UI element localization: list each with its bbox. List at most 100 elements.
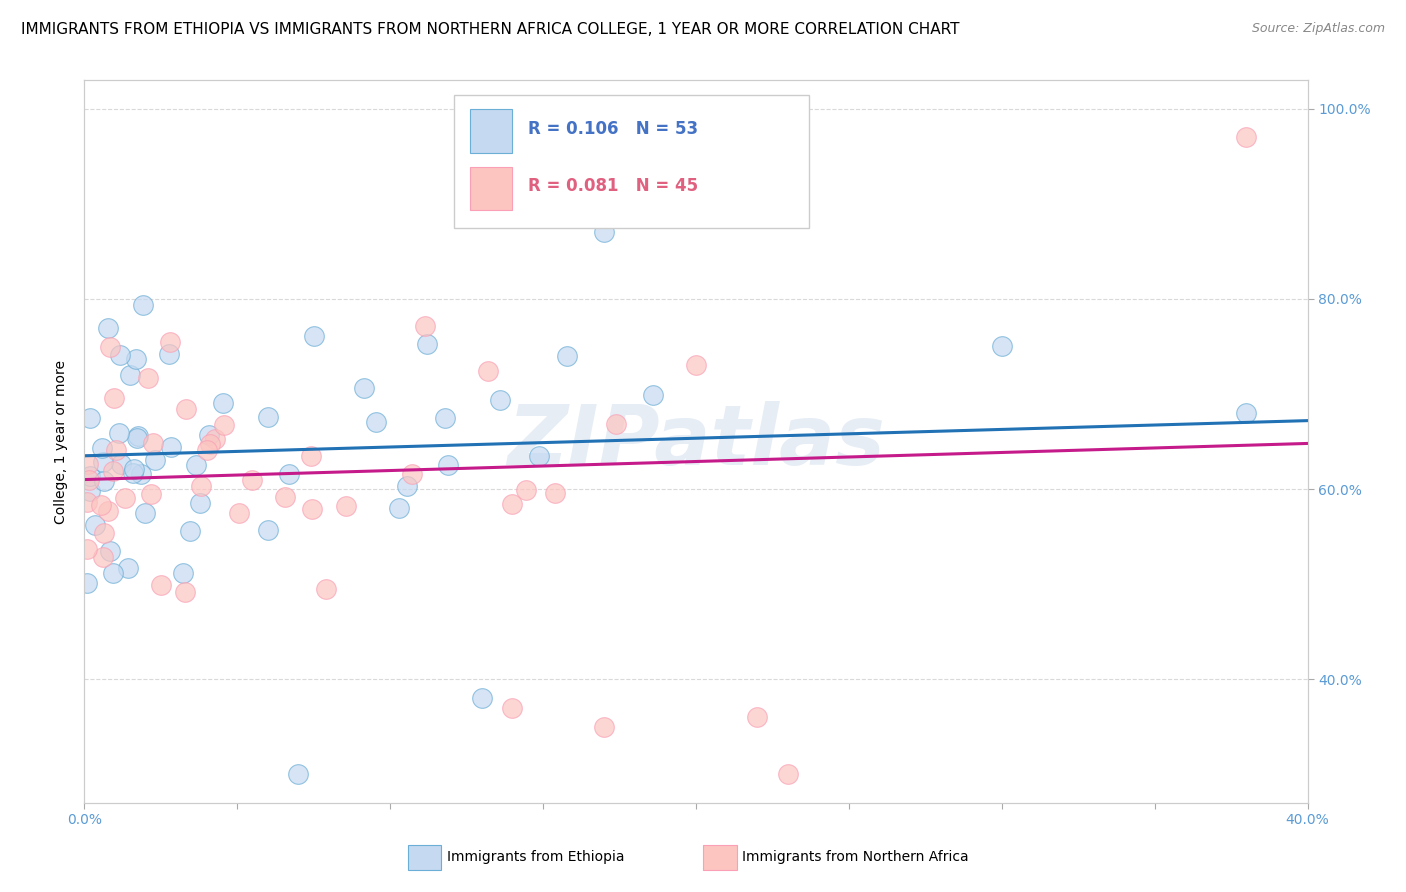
Point xyxy=(198,428,221,442)
Point xyxy=(502,700,524,714)
Point xyxy=(433,410,456,425)
Point xyxy=(593,226,616,240)
Point xyxy=(242,474,264,488)
FancyBboxPatch shape xyxy=(470,167,513,211)
Point xyxy=(747,710,769,724)
Point xyxy=(143,453,166,467)
Point xyxy=(544,486,567,500)
Point xyxy=(186,458,208,473)
Text: R = 0.081   N = 45: R = 0.081 N = 45 xyxy=(529,178,699,195)
Point xyxy=(79,483,101,498)
Point xyxy=(134,506,156,520)
Point xyxy=(157,347,180,361)
Point xyxy=(991,339,1014,353)
Point xyxy=(190,479,212,493)
Point xyxy=(129,467,152,482)
Point xyxy=(114,491,136,506)
Point xyxy=(108,425,131,440)
Point xyxy=(335,499,357,513)
Point xyxy=(366,415,388,429)
Point xyxy=(299,449,322,463)
Text: R = 0.106   N = 53: R = 0.106 N = 53 xyxy=(529,120,699,137)
Point xyxy=(101,566,124,581)
Point xyxy=(141,487,163,501)
Text: Source: ZipAtlas.com: Source: ZipAtlas.com xyxy=(1251,22,1385,36)
Point xyxy=(93,474,115,488)
Point xyxy=(93,526,115,541)
Point xyxy=(1236,130,1258,145)
Point xyxy=(98,543,121,558)
Point xyxy=(555,349,578,363)
Point xyxy=(685,359,707,373)
Point xyxy=(396,479,419,493)
Point xyxy=(91,454,114,468)
Point xyxy=(593,720,616,734)
Point xyxy=(159,334,181,349)
Point xyxy=(142,435,165,450)
Point xyxy=(84,518,107,533)
Point xyxy=(76,495,98,509)
Point xyxy=(108,348,131,362)
Text: IMMIGRANTS FROM ETHIOPIA VS IMMIGRANTS FROM NORTHERN AFRICA COLLEGE, 1 YEAR OR M: IMMIGRANTS FROM ETHIOPIA VS IMMIGRANTS F… xyxy=(21,22,959,37)
Point xyxy=(471,691,494,706)
Point xyxy=(125,351,148,366)
Point xyxy=(195,443,218,458)
Point xyxy=(173,584,195,599)
Point xyxy=(122,461,145,475)
Point xyxy=(110,457,132,471)
Point xyxy=(353,381,375,395)
Point xyxy=(120,368,142,382)
Point xyxy=(127,432,149,446)
Point xyxy=(287,767,309,781)
Text: ZIPatlas: ZIPatlas xyxy=(508,401,884,482)
Point xyxy=(174,401,197,416)
Point xyxy=(160,440,183,454)
Point xyxy=(273,490,295,504)
Point xyxy=(301,502,323,516)
Point xyxy=(388,501,411,516)
Point xyxy=(91,549,114,564)
Point xyxy=(315,582,337,597)
Point xyxy=(97,504,120,518)
Point xyxy=(77,457,100,471)
Point xyxy=(401,467,423,481)
Point xyxy=(104,443,127,458)
Point xyxy=(278,467,301,482)
Point xyxy=(103,391,125,405)
Point xyxy=(121,467,143,481)
Y-axis label: College, 1 year or more: College, 1 year or more xyxy=(55,359,69,524)
Text: Immigrants from Ethiopia: Immigrants from Ethiopia xyxy=(447,850,624,864)
Point xyxy=(515,483,537,498)
Point xyxy=(527,449,550,463)
Point xyxy=(605,417,627,431)
Point xyxy=(776,767,799,781)
Point xyxy=(117,561,139,575)
Point xyxy=(179,524,201,539)
Point xyxy=(97,321,120,335)
Point xyxy=(149,578,172,592)
Point xyxy=(415,337,437,351)
Point xyxy=(200,436,222,450)
Point xyxy=(1236,406,1258,420)
Point xyxy=(501,497,523,511)
Point xyxy=(127,429,149,443)
Point xyxy=(257,410,280,425)
Point xyxy=(79,469,101,483)
Text: Immigrants from Northern Africa: Immigrants from Northern Africa xyxy=(742,850,969,864)
Point xyxy=(477,364,499,378)
Point xyxy=(90,441,112,455)
Point xyxy=(256,523,278,537)
Point xyxy=(302,329,325,343)
Point xyxy=(413,318,436,333)
FancyBboxPatch shape xyxy=(470,109,513,153)
FancyBboxPatch shape xyxy=(454,95,808,228)
Point xyxy=(98,340,121,354)
Point xyxy=(641,388,664,402)
Point xyxy=(212,396,235,410)
Point xyxy=(76,575,98,590)
Point xyxy=(90,499,112,513)
Point xyxy=(132,297,155,311)
Point xyxy=(437,458,460,473)
Point xyxy=(101,465,124,479)
Point xyxy=(188,495,211,509)
